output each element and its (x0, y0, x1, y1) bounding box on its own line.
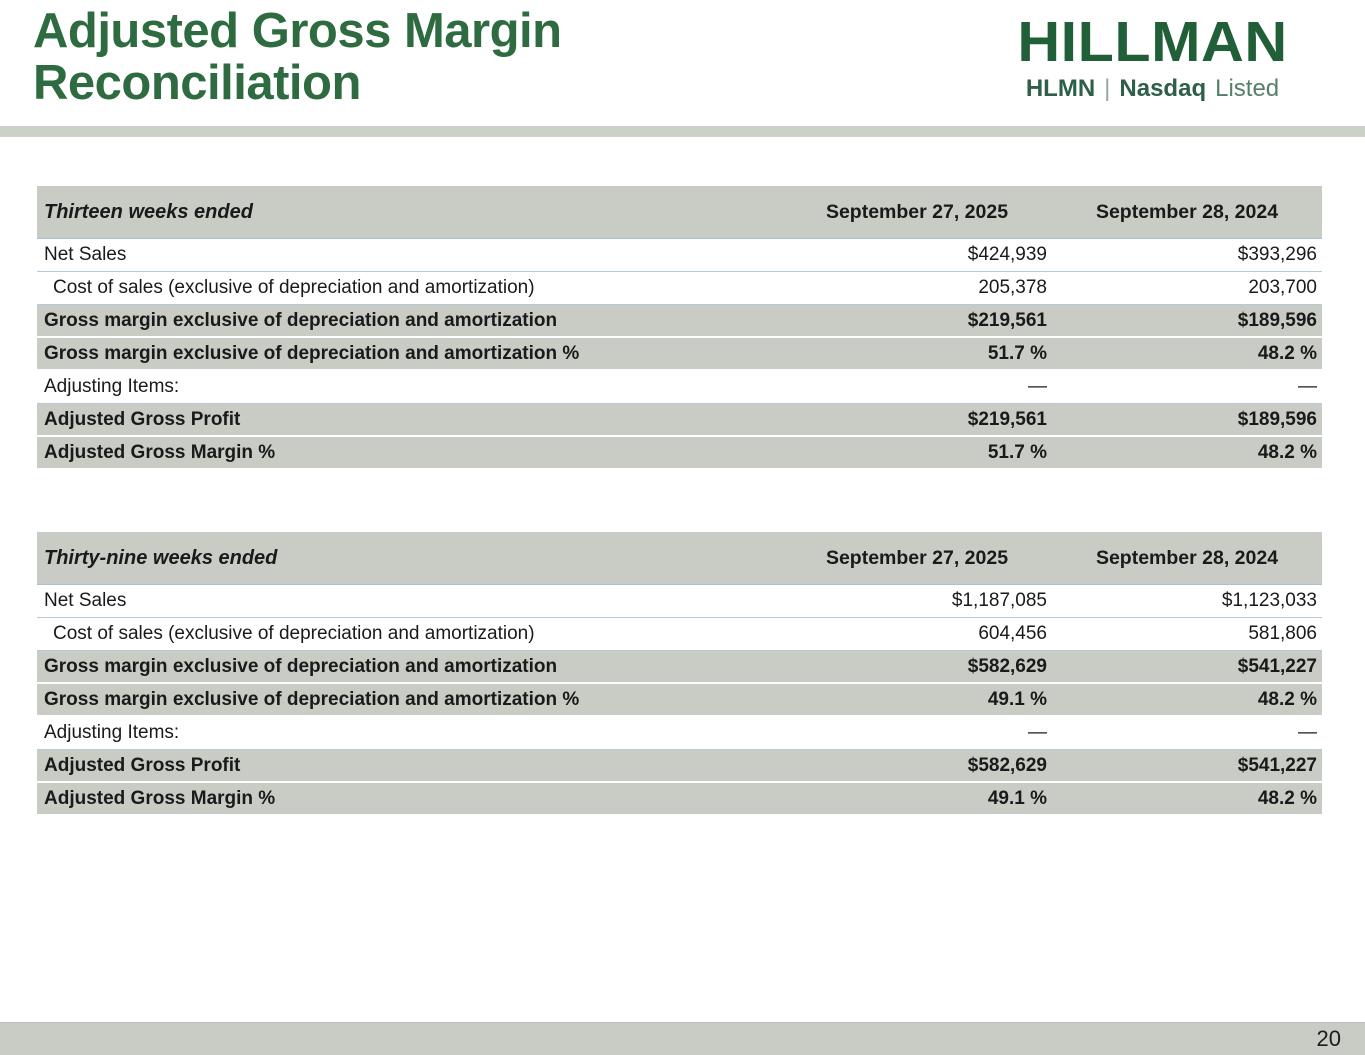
pipe-separator: | (1104, 75, 1111, 102)
value-2025: $582,629 (967, 655, 1047, 677)
page-title-line1: Adjusted Gross Margin (33, 4, 562, 58)
value-2024: $541,227 (1237, 655, 1317, 677)
value-2024: 48.2 % (1257, 441, 1317, 463)
row-label: Gross margin exclusive of depreciation a… (44, 688, 580, 710)
row-label: Adjusted Gross Margin % (44, 787, 276, 809)
table-row-gross-margin-pct: Gross margin exclusive of depreciation a… (37, 338, 1322, 371)
column-header-2024: September 28, 2024 (1095, 200, 1279, 223)
value-2024: 203,700 (1248, 277, 1317, 298)
row-label: Cost of sales (exclusive of depreciation… (53, 623, 535, 644)
row-label: Gross margin exclusive of depreciation a… (44, 309, 558, 331)
row-label: Cost of sales (exclusive of depreciation… (53, 277, 535, 298)
period-label: Thirty-nine weeks ended (44, 546, 278, 569)
value-2024: $393,296 (1237, 244, 1317, 265)
row-label: Gross margin exclusive of depreciation a… (44, 342, 580, 364)
page-title: Adjusted Gross Margin Reconciliation (33, 4, 562, 110)
value-2024: 48.2 % (1257, 342, 1317, 364)
page-number: 20 (1316, 1026, 1341, 1051)
row-label: Adjusted Gross Margin % (44, 441, 276, 463)
thirteen-weeks-table: Thirteen weeks ended September 27, 2025 … (37, 186, 1322, 470)
value-2024: — (1298, 376, 1317, 397)
value-2025: — (1028, 722, 1047, 743)
table-row-adjusted-gross-margin-pct: Adjusted Gross Margin % 49.1 % 48.2 % (37, 783, 1322, 816)
value-2024: $541,227 (1237, 754, 1317, 776)
row-label: Adjusting Items: (44, 376, 180, 397)
listed-label: Listed (1215, 75, 1280, 102)
row-label: Adjusting Items: (44, 722, 180, 743)
value-2024: 581,806 (1248, 623, 1317, 644)
hillman-logo: HILLMAN HLMN | Nasdaq Listed (980, 14, 1325, 103)
table-row-gross-margin: Gross margin exclusive of depreciation a… (37, 651, 1322, 684)
row-label: Adjusted Gross Profit (44, 754, 241, 776)
nasdaq-listed-line: HLMN | Nasdaq Listed (980, 75, 1325, 103)
table-row-adjusted-gross-margin-pct: Adjusted Gross Margin % 51.7 % 48.2 % (37, 437, 1322, 470)
table-row-adjusted-gross-profit: Adjusted Gross Profit $582,629 $541,227 (37, 750, 1322, 783)
value-2025: $219,561 (967, 408, 1047, 430)
thirty-nine-weeks-table: Thirty-nine weeks ended September 27, 20… (37, 532, 1322, 816)
table-row-net-sales: Net Sales $424,939 $393,296 (37, 239, 1322, 272)
value-2024: $189,596 (1237, 309, 1317, 331)
value-2025: 51.7 % (987, 342, 1047, 364)
row-label: Net Sales (44, 590, 127, 611)
table-row-gross-margin: Gross margin exclusive of depreciation a… (37, 305, 1322, 338)
value-2025: $219,561 (967, 309, 1047, 331)
value-2025: 604,456 (978, 623, 1047, 644)
value-2025: 49.1 % (987, 787, 1047, 809)
value-2025: 49.1 % (987, 688, 1047, 710)
ticker-symbol: HLMN (1025, 75, 1096, 102)
value-2024: 48.2 % (1257, 787, 1317, 809)
value-2025: $582,629 (967, 754, 1047, 776)
table-row-cost-of-sales: Cost of sales (exclusive of depreciation… (37, 618, 1322, 651)
value-2025: — (1028, 376, 1047, 397)
row-label: Net Sales (44, 244, 127, 265)
table-row-adjusted-gross-profit: Adjusted Gross Profit $219,561 $189,596 (37, 404, 1322, 437)
value-2024: — (1298, 722, 1317, 743)
value-2025: 51.7 % (987, 441, 1047, 463)
value-2025: $424,939 (967, 244, 1047, 265)
page-title-line2: Reconciliation (33, 55, 361, 110)
value-2025: $1,187,085 (951, 590, 1047, 611)
row-label: Adjusted Gross Profit (44, 408, 241, 430)
value-2024: $189,596 (1237, 408, 1317, 430)
table-row-adjusting-items: Adjusting Items: — — (37, 717, 1322, 750)
column-header-2024: September 28, 2024 (1095, 546, 1279, 569)
table-header-row: Thirty-nine weeks ended September 27, 20… (37, 532, 1322, 585)
table-row-gross-margin-pct: Gross margin exclusive of depreciation a… (37, 684, 1322, 717)
table-row-cost-of-sales: Cost of sales (exclusive of depreciation… (37, 272, 1322, 305)
value-2025: 205,378 (978, 277, 1047, 298)
table-row-adjusting-items: Adjusting Items: — — (37, 371, 1322, 404)
value-2024: $1,123,033 (1221, 590, 1317, 611)
period-label: Thirteen weeks ended (44, 200, 253, 223)
row-label: Gross margin exclusive of depreciation a… (44, 655, 558, 677)
exchange-name: Nasdaq (1119, 75, 1207, 102)
column-header-2025: September 27, 2025 (825, 200, 1009, 223)
column-header-2025: September 27, 2025 (825, 546, 1009, 569)
hillman-wordmark: HILLMAN (1017, 10, 1288, 74)
table-header-row: Thirteen weeks ended September 27, 2025 … (37, 186, 1322, 239)
footer-bar: 20 (0, 1022, 1365, 1055)
table-row-net-sales: Net Sales $1,187,085 $1,123,033 (37, 585, 1322, 618)
value-2024: 48.2 % (1257, 688, 1317, 710)
header-divider (0, 126, 1365, 137)
